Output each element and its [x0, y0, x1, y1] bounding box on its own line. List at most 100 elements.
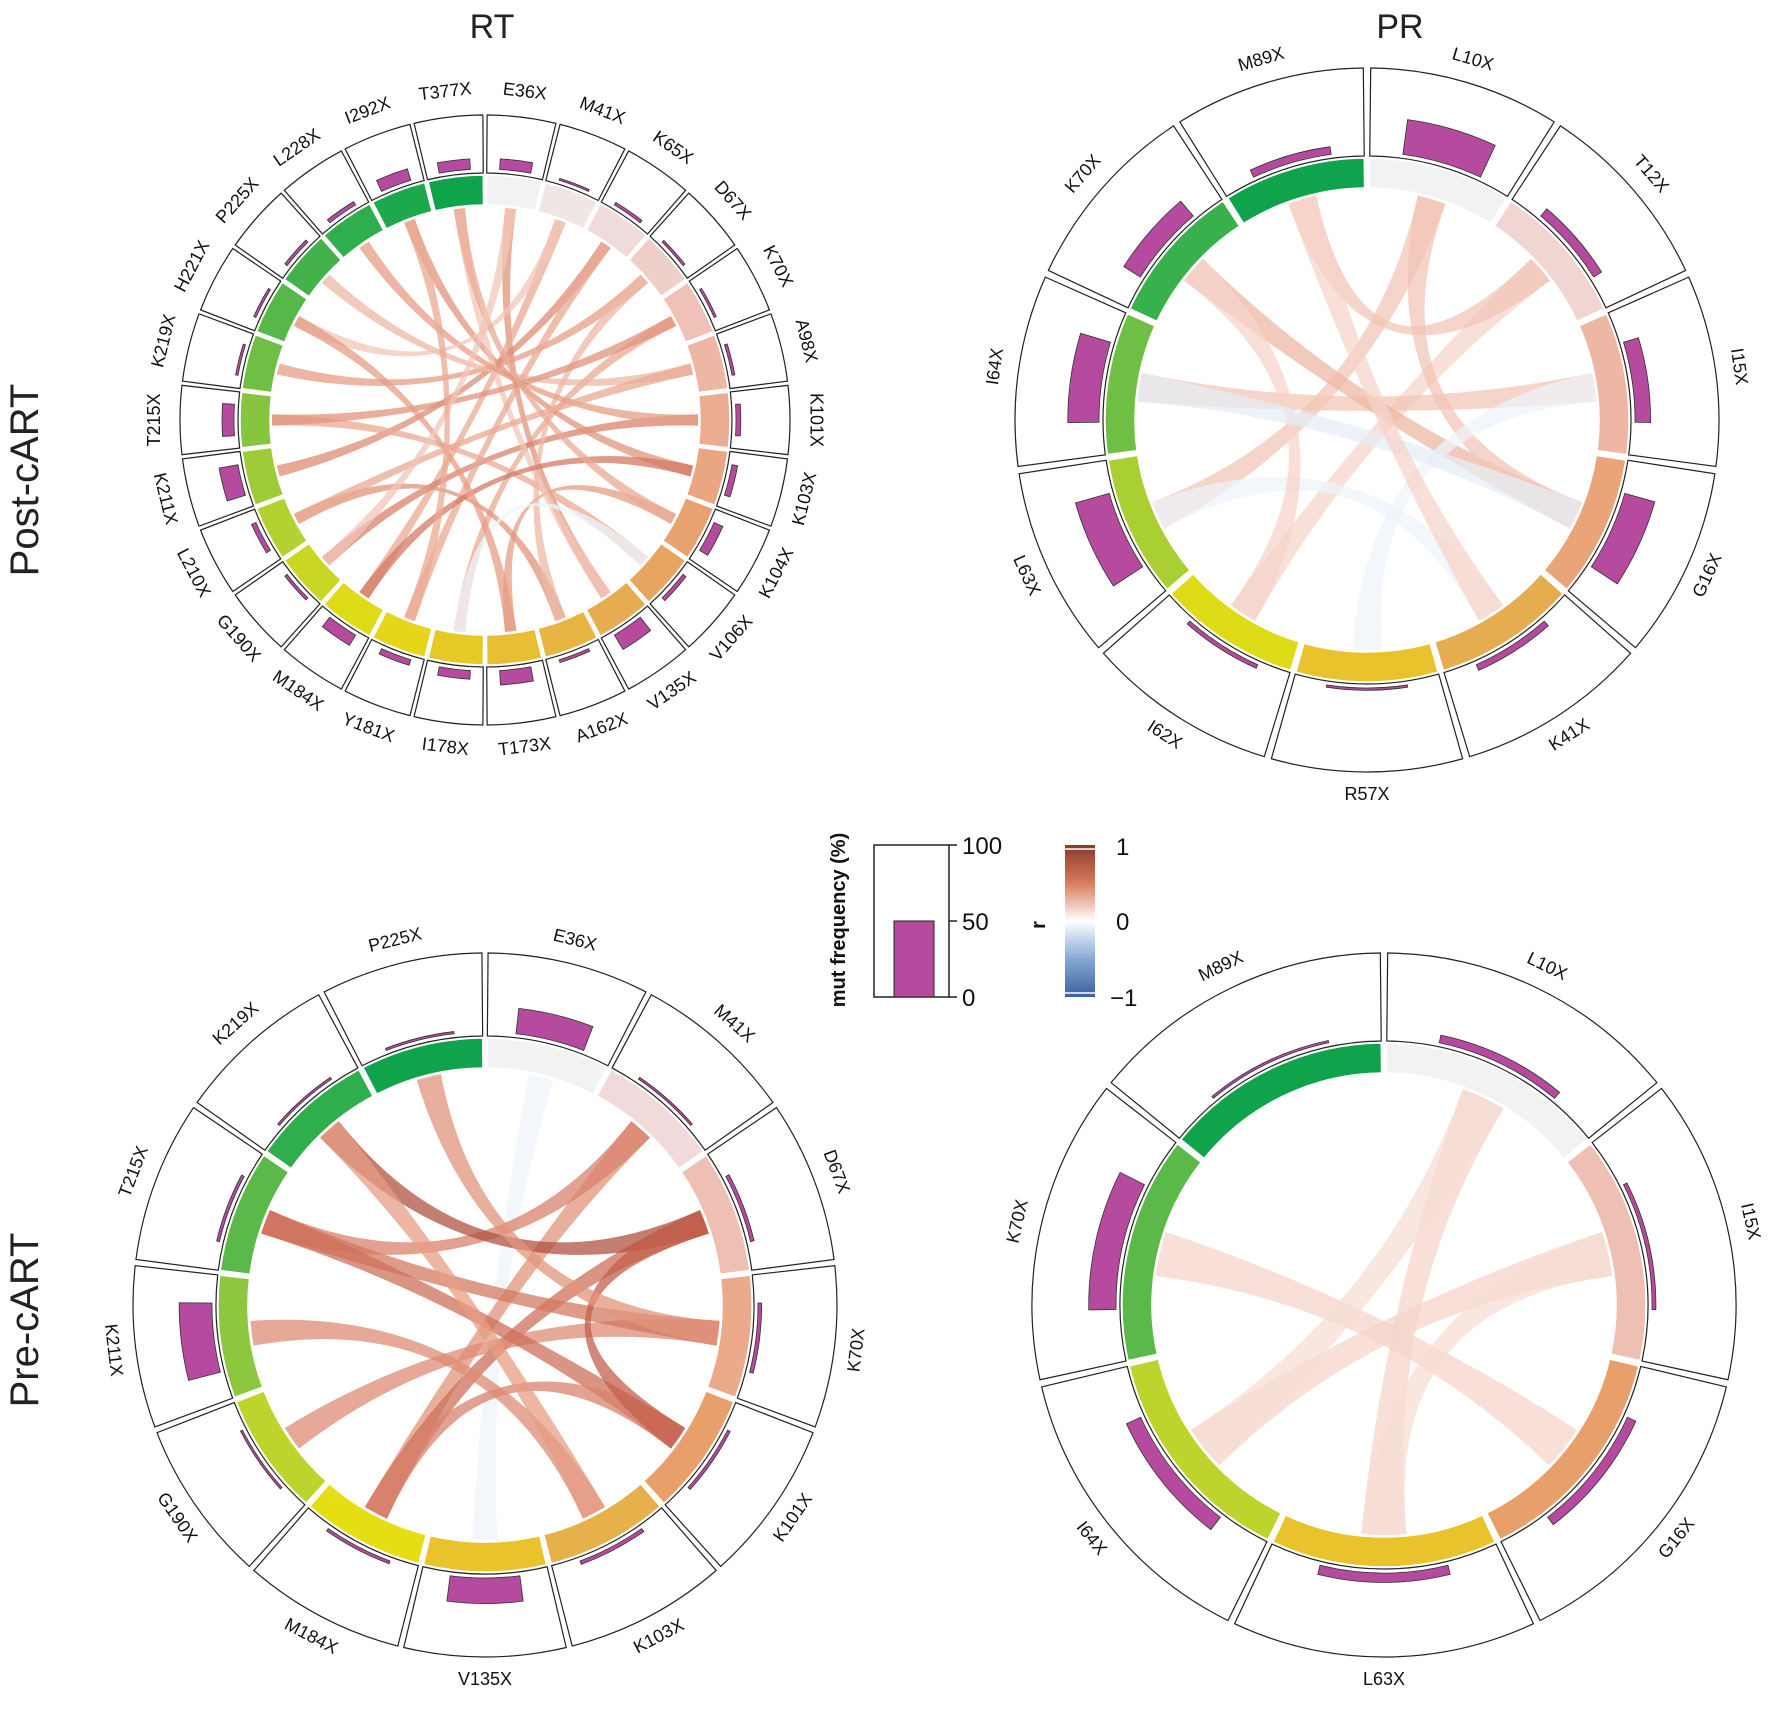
chord-link-K101X-T215X	[261, 1210, 686, 1449]
segment-arc-R57X	[1294, 642, 1440, 683]
mut-frequency-bar-L10X	[1402, 119, 1496, 178]
segment-arc-I64X	[1104, 312, 1156, 456]
chord-link-M41X-H221X	[293, 218, 566, 357]
mut-frequency-bar-K70X	[1123, 200, 1194, 278]
segment-label-I292X: I292X	[342, 93, 393, 128]
row-title-pre-cart: Pre-cART	[3, 1233, 47, 1408]
chord-link-K103X-K219X	[320, 1121, 606, 1519]
segment-T215X: T215X	[144, 384, 273, 456]
segment-L63X: L63X	[1009, 454, 1192, 649]
legend-mut-frequency: mut frequency (%) 100 50 0	[828, 833, 1002, 1012]
segment-label-K70X: K70X	[1003, 1198, 1032, 1245]
mut-frequency-bar-T173X	[499, 666, 534, 686]
legend-bar-tick-50: 50	[962, 909, 989, 936]
mut-frequency-bar-K41X	[1475, 620, 1549, 671]
mut-frequency-bar-L228X	[326, 201, 357, 224]
segment-track-L228X	[283, 150, 370, 235]
column-title-pr: PR	[1376, 8, 1423, 46]
segment-arc-K65X	[585, 202, 648, 260]
segment-label-T215X: T215X	[144, 393, 164, 446]
chord-link-T12X-M89X	[1288, 195, 1550, 336]
segment-label-V135X: V135X	[458, 1669, 512, 1689]
chord-link-G16X-I64X	[1137, 373, 1582, 529]
segment-track-G16X	[1500, 1365, 1728, 1622]
segment-I64X: I64X	[982, 276, 1156, 468]
segment-K104X: K104X	[661, 496, 798, 601]
segment-arc-M89X	[1226, 157, 1366, 225]
mut-frequency-bar-D67X	[725, 1174, 755, 1243]
segment-arc-L63X	[1107, 454, 1192, 591]
segment-arc-V135X	[585, 580, 648, 638]
mut-frequency-bar-I15X	[1622, 337, 1651, 423]
mut-frequency-bar-K101X	[687, 1429, 731, 1491]
mut-frequency-bar-P225X	[284, 239, 309, 267]
segment-label-I62X: I62X	[1144, 716, 1186, 753]
segment-arc-E36X	[486, 1037, 609, 1096]
segment-track-M184X	[253, 1507, 420, 1647]
segment-arc-M184X	[308, 1482, 428, 1565]
segment-T173X: T173X	[485, 628, 557, 759]
segment-track-A98X	[715, 313, 789, 390]
segment-track-T215X	[179, 384, 241, 456]
segment-track-P225X	[323, 952, 484, 1067]
chord-link-Y181X-I292X	[404, 218, 450, 622]
segment-arc-P225X	[283, 236, 343, 298]
segment-label-K104X: K104X	[755, 544, 798, 601]
segment-label-K70X: K70X	[759, 242, 797, 290]
segment-I15X: I15X	[1565, 1087, 1765, 1381]
mut-frequency-bar-K211X	[218, 464, 247, 502]
segment-arc-K70X	[661, 281, 715, 344]
segment-track-D67X	[649, 192, 736, 280]
column-title-rt: RT	[470, 8, 515, 46]
segment-arc-K103X	[542, 1482, 662, 1565]
segment-label-E36X: E36X	[551, 925, 599, 955]
segment-arc-T215X	[239, 391, 273, 449]
segment-I15X: I15X	[1578, 276, 1752, 468]
segment-arc-E36X	[485, 174, 543, 212]
mut-frequency-bar-K104X	[698, 521, 724, 556]
chord-link-G16X-K70X	[1155, 1231, 1578, 1466]
segment-track-G16X	[1567, 459, 1716, 649]
segment-track-I15X	[1591, 1087, 1737, 1381]
segment-arc-G16X	[1542, 454, 1627, 591]
mut-frequency-bar-V106X	[661, 573, 687, 602]
segment-T377X: T377X	[413, 78, 485, 212]
segment-track-L10X	[1386, 952, 1658, 1140]
legend-bar-tick-0: 0	[962, 985, 975, 1012]
segment-A98X: A98X	[685, 313, 822, 394]
chord-link-K41X-L63X	[1152, 476, 1504, 621]
segment-track-K104X	[688, 508, 771, 593]
segment-V135X: V135X	[403, 1534, 567, 1689]
segment-track-K70X	[1047, 125, 1223, 309]
chord-link-D67X-A162X	[533, 274, 649, 622]
segment-track-K103X	[550, 1507, 717, 1647]
segment-arc-Y181X	[371, 610, 434, 659]
segment-label-L63X: L63X	[1009, 552, 1045, 599]
segment-label-T12X: T12X	[1630, 151, 1673, 197]
segment-label-H221X: H221X	[170, 237, 213, 295]
mut-frequency-bar-K70X	[1088, 1171, 1146, 1311]
segment-G16X: G16X	[1485, 1358, 1728, 1622]
mut-frequency-bar-I64X	[1067, 332, 1112, 423]
segment-track-K65X	[600, 150, 687, 235]
segment-D67X: D67X	[627, 177, 756, 298]
segment-E36X: E36X	[486, 925, 647, 1096]
segment-track-G190X	[156, 1401, 306, 1568]
mut-frequency-bar-A162X	[558, 648, 591, 664]
mut-frequency-bar-K219X	[277, 1076, 333, 1127]
chord-link-A98X-L210X	[293, 363, 694, 524]
segment-arc-I62X	[1169, 572, 1301, 672]
chord-links	[272, 207, 698, 633]
segment-label-D67X: D67X	[711, 177, 756, 224]
mut-frequency-bar-G190X	[239, 1429, 283, 1490]
segment-label-K70X: K70X	[843, 1327, 868, 1373]
chord-link-L10X-G16X	[1407, 195, 1582, 529]
segment-track-T215X	[135, 1106, 264, 1271]
segment-arc-T215X	[219, 1154, 290, 1276]
mut-frequency-bar-T377X	[436, 158, 471, 174]
mut-frequency-bar-K211X	[178, 1302, 221, 1381]
mut-frequency-bar-V135X	[613, 616, 652, 651]
mut-frequency-bar-M184X	[321, 616, 357, 646]
mut-frequency-bar-K101X	[735, 403, 742, 437]
